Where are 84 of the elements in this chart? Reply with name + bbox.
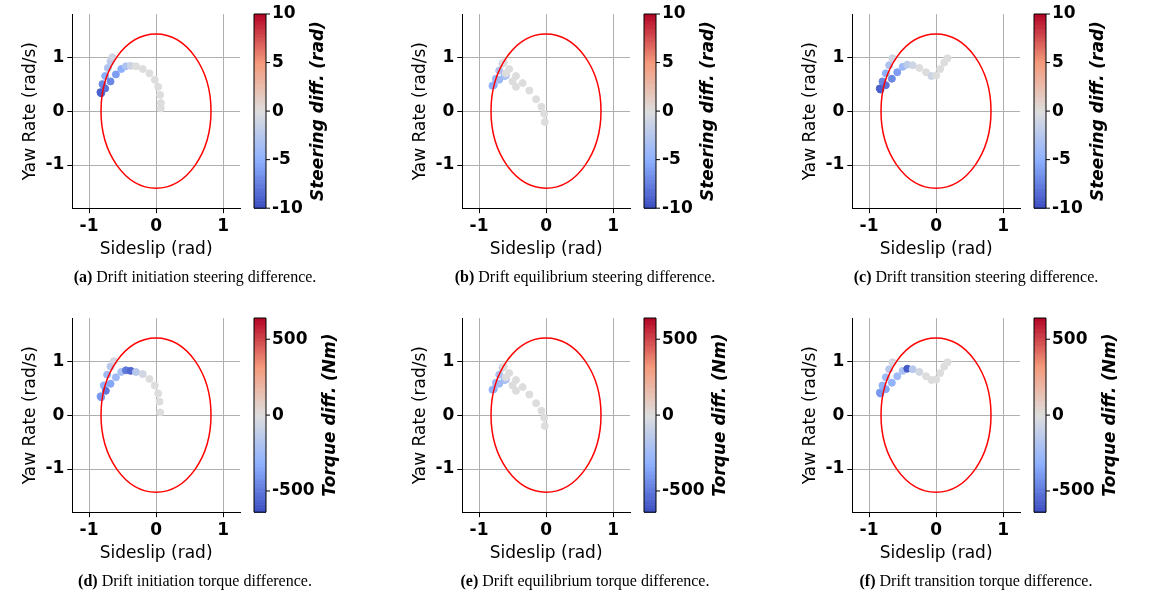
color-bar-label: -10 [272,196,303,217]
color-bar-label: 0 [1052,403,1064,424]
y-tick-label: 1 [832,45,845,66]
x-tick-label: 0 [930,518,943,539]
color-bar-label: 5 [662,50,674,71]
color-bar-label: 10 [662,2,686,23]
x-tick-label: -1 [469,214,489,235]
x-tick-label: 1 [217,214,230,235]
text: (d) Drift initiation torque difference. [77,572,313,590]
color-bar-label: 0 [272,403,284,424]
x-axis-title: Sideslip (rad) [489,238,603,259]
y-axis-title: Yaw Rate (rad/s) [18,42,39,182]
x-axis-title: Sideslip (rad) [489,542,603,563]
color-bar-label: 500 [662,327,698,348]
color-bar-label: 0 [662,403,674,424]
x-tick-label: 1 [997,518,1010,539]
color-bar-label: 0 [272,99,284,120]
color-bar-title: Torque diff. (Nm) [1098,333,1119,497]
color-bar-label: -500 [272,479,315,500]
color-bar-label: 10 [272,2,296,23]
color-bar-title: Steering diff. (rad) [307,21,328,202]
color-bar-label: 5 [1052,50,1064,71]
y-tick-label: 1 [52,349,65,370]
x-axis-title: Sideslip (rad) [99,542,213,563]
x-tick-label: -1 [79,214,99,235]
y-tick-label: 1 [52,45,65,66]
x-tick-label: 1 [997,214,1010,235]
y-axis-title: Yaw Rate (rad/s) [798,42,819,182]
color-bar-label: 0 [1052,99,1064,120]
y-tick-label: -1 [825,153,845,174]
y-tick-label: -1 [825,457,845,478]
x-tick-label: 1 [607,214,620,235]
y-axis-title: Yaw Rate (rad/s) [18,346,39,486]
x-tick-label: 1 [217,518,230,539]
color-bar-label: 500 [1052,327,1088,348]
color-bar-label: -500 [1052,479,1095,500]
x-tick-label: -1 [79,518,99,539]
color-bar-label: 500 [272,327,308,348]
color-bar-label: -10 [662,196,693,217]
x-tick-label: 0 [930,214,943,235]
x-axis-title: Sideslip (rad) [879,238,993,259]
y-tick-label: 1 [442,349,455,370]
y-tick-label: -1 [45,153,65,174]
y-axis-title: Yaw Rate (rad/s) [408,346,429,486]
text: (a) Drift initiation steering difference. [72,268,318,286]
x-tick-label: 0 [540,518,553,539]
y-tick-label: 1 [832,349,845,370]
text: (c) Drift transition steering difference. [852,268,1100,286]
x-tick-label: 1 [607,518,620,539]
x-tick-label: -1 [859,518,879,539]
y-tick-label: 1 [442,45,455,66]
x-axis-title: Sideslip (rad) [99,238,213,259]
y-axis-title: Yaw Rate (rad/s) [408,42,429,182]
y-tick-label: -1 [45,457,65,478]
color-bar-title: Steering diff. (rad) [1087,21,1108,202]
y-tick-label: 0 [442,403,455,424]
x-axis-title: Sideslip (rad) [879,542,993,563]
x-tick-label: 0 [150,214,163,235]
text: (e) Drift equilibrium torque difference. [459,572,711,590]
x-tick-label: 0 [540,214,553,235]
y-tick-label: 0 [52,403,65,424]
y-tick-label: 0 [832,403,845,424]
color-bar-label: -5 [272,148,291,169]
color-bar-label: -5 [662,148,681,169]
color-bar-label: 10 [1052,2,1076,23]
color-bar-title: Steering diff. (rad) [697,21,718,202]
text: (b) Drift equilibrium steering difference. [453,268,717,286]
x-tick-label: 0 [150,518,163,539]
x-tick-label: -1 [469,518,489,539]
y-axis-title: Yaw Rate (rad/s) [798,346,819,486]
color-bar-label: 5 [272,50,284,71]
y-tick-label: 0 [832,99,845,120]
color-bar-label: 0 [662,99,674,120]
x-tick-label: -1 [859,214,879,235]
color-bar-label: -5 [1052,148,1071,169]
color-bar-title: Torque diff. (Nm) [708,333,729,497]
y-tick-label: -1 [435,153,455,174]
color-bar-title: Torque diff. (Nm) [318,333,339,497]
y-tick-label: -1 [435,457,455,478]
color-bar-label: -500 [662,479,705,500]
y-tick-label: 0 [52,99,65,120]
color-bar-label: -10 [1052,196,1083,217]
y-tick-label: 0 [442,99,455,120]
text: (f) Drift transition torque difference. [858,572,1094,590]
